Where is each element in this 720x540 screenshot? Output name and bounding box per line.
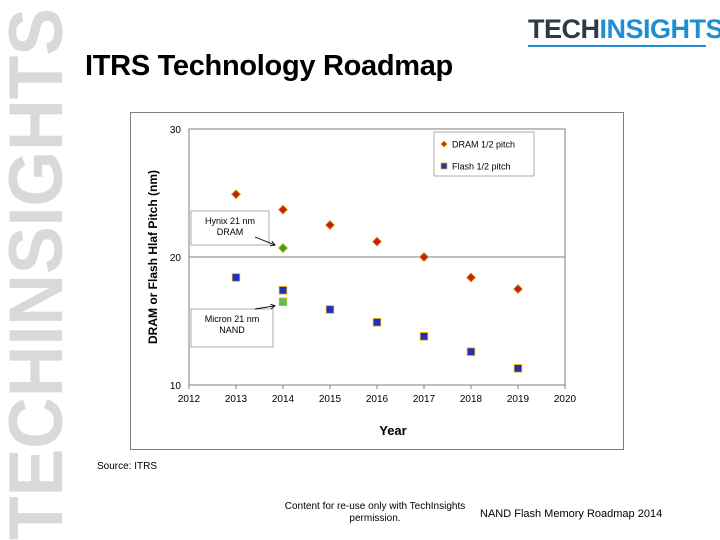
annotation-label-1-1: NAND xyxy=(219,325,245,335)
techinsights-logo: TECHINSIGHTS xyxy=(528,14,720,44)
x-tick-label-6: 2018 xyxy=(460,394,483,405)
point-flash-2019 xyxy=(513,364,523,373)
x-tick-label-7: 2019 xyxy=(507,394,530,405)
point-dram-2019 xyxy=(512,283,524,295)
legend-swatch-dram xyxy=(440,140,448,148)
point-dram-2014 xyxy=(277,204,289,215)
legend-swatch-flash xyxy=(440,162,448,170)
point-micron-21nm-nand xyxy=(278,297,288,306)
side-watermark: TECHINSIGHTS xyxy=(0,0,74,540)
point-dram-2015 xyxy=(324,219,336,231)
point-dram-2016 xyxy=(371,236,383,247)
footer-permission: Content for re-use only with TechInsight… xyxy=(284,501,466,524)
footer-deck-title: NAND Flash Memory Roadmap 2014 xyxy=(480,508,663,520)
annotation-box-1 xyxy=(190,308,274,348)
point-hynix-21nm-dram xyxy=(277,242,289,254)
annotation-label-0-1: DRAM xyxy=(217,227,244,237)
annotation-arrow-0 xyxy=(254,236,276,246)
x-tick-label-8: 2020 xyxy=(554,394,577,405)
point-dram-2017 xyxy=(418,251,430,263)
source-note: Source: ITRS xyxy=(97,461,158,472)
point-flash-2013 xyxy=(231,273,241,282)
logo-part-tech: TECH xyxy=(528,14,600,44)
y-tick-label-0: 10 xyxy=(170,381,182,392)
annotation-label-1-0: Micron 21 nm xyxy=(205,314,260,324)
point-flash-2018 xyxy=(466,347,476,356)
x-tick-label-2: 2014 xyxy=(272,394,295,405)
x-tick-label-5: 2017 xyxy=(413,394,436,405)
watermark-text: TECHINSIGHTS xyxy=(0,8,74,540)
legend-label-1: Flash 1/2 pitch xyxy=(452,162,511,172)
x-axis-label: Year xyxy=(379,423,406,438)
y-axis-label: DRAM or Flash Hlaf Pitch (nm) xyxy=(146,170,160,344)
annotation-arrowhead-0 xyxy=(269,240,276,247)
page-title: ITRS Technology Roadmap xyxy=(85,50,453,82)
y-tick-label-1: 20 xyxy=(170,253,182,264)
x-tick-label-0: 2012 xyxy=(178,394,201,405)
legend-label-0: DRAM 1/2 pitch xyxy=(452,140,515,150)
point-flash-2014 xyxy=(278,286,288,295)
point-flash-2017 xyxy=(419,332,429,341)
roadmap-chart: 2012 2013 2014 2015 2016 2017 2018 2019 2020 10 20… xyxy=(146,125,577,438)
point-dram-2018 xyxy=(465,272,477,283)
annotation-arrow-1 xyxy=(254,305,276,310)
logo-part-insights: INSIGHTS xyxy=(599,14,720,44)
x-tick-label-1: 2013 xyxy=(225,394,248,405)
annotation-arrowhead-1 xyxy=(270,303,276,310)
point-flash-2015 xyxy=(325,305,335,314)
y-tick-label-2: 30 xyxy=(170,125,182,136)
point-dram-2013 xyxy=(230,189,242,200)
legend-box xyxy=(433,131,535,177)
annotation-box-0 xyxy=(190,210,270,246)
logo-underline xyxy=(528,45,706,47)
annotation-label-0-0: Hynix 21 nm xyxy=(205,216,255,226)
x-tick-label-3: 2015 xyxy=(319,394,342,405)
chart-frame: 2012 2013 2014 2015 2016 2017 2018 2019 2020 10 20… xyxy=(130,112,624,450)
watermark-logo: TECHINSIGHTS xyxy=(0,8,74,540)
x-tick-label-4: 2016 xyxy=(366,394,389,405)
point-flash-2016 xyxy=(372,318,382,327)
